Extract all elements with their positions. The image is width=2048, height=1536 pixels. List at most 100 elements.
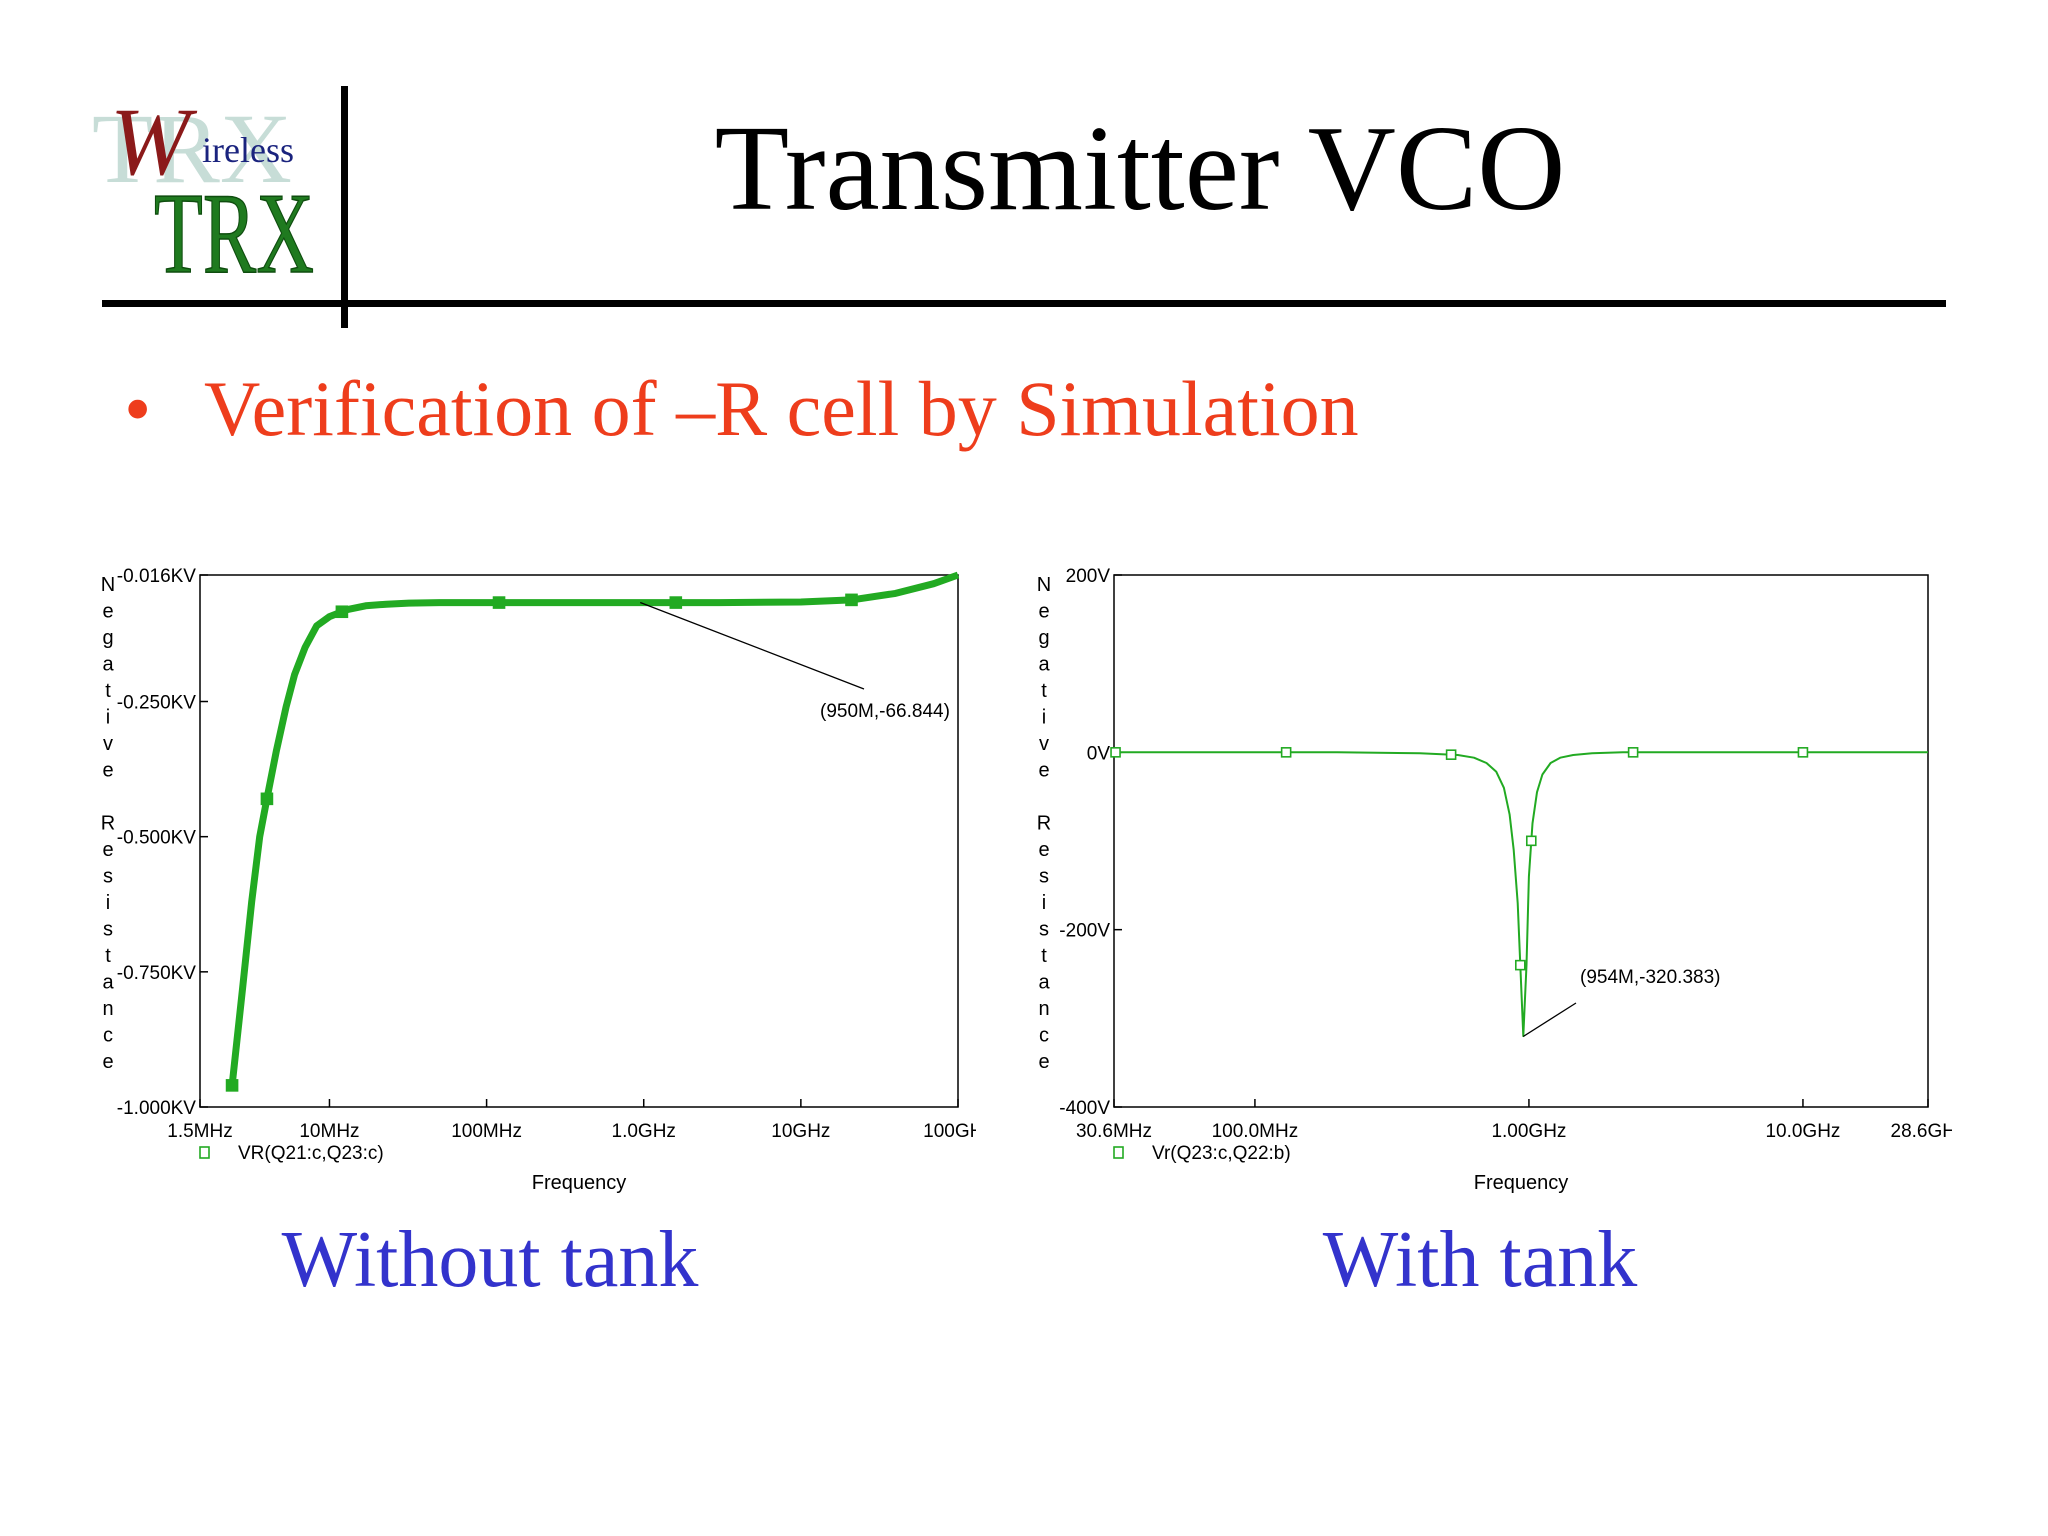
y-axis-label-letter: N [101,574,115,596]
annotation-leader [1522,1002,1577,1037]
data-marker [1514,959,1526,971]
y-axis-label-letter: i [106,892,110,914]
y-axis-label-letter: n [1038,998,1049,1020]
y-axis-label-letter: s [1039,919,1049,941]
logo-trx: TRX [154,170,314,282]
y-axis-label-letter: R [1037,813,1051,835]
y-axis-label-letter: e [1038,601,1049,623]
data-marker [845,593,858,607]
data-marker [260,792,274,806]
slide-title: Transmitter VCO [714,101,1566,236]
data-marker [669,596,683,609]
logo-word: ireless [202,130,294,170]
x-axis-label: Frequency [1474,1172,1569,1194]
annotation-leader [639,601,865,690]
plot-frame [199,574,959,1108]
y-axis-label-letter: a [1038,972,1050,994]
x-tick-label: 10GHz [771,1121,830,1142]
y-axis-label-letter: t [1041,945,1047,967]
y-tick-label: 0V [1087,743,1111,764]
data-marker [1445,749,1457,760]
legend-marker [1113,1146,1124,1159]
annotation-label: (954M,-320.383) [1580,967,1720,988]
y-axis-label-letter: i [1042,707,1046,729]
y-axis-label-letter: s [103,919,113,941]
y-axis-label-letter: n [102,998,113,1020]
y-axis-label-letter: t [105,680,111,702]
y-axis-label-letter: e [1038,1051,1049,1073]
x-tick-label: 10MHz [299,1121,359,1142]
data-marker [1525,835,1537,847]
wireless-trx-logo: TRX W ireless TRX [92,88,315,282]
annotation-label: (950M,-66.844) [820,701,950,722]
data-marker [1797,747,1809,758]
y-axis-label-letter: e [1038,839,1049,861]
x-tick-label: 100MHz [451,1121,522,1142]
y-axis-label-letter: N [1037,574,1051,596]
chart-with-tank-svg: 30.6MHz 100.0MHz 1.00GHz 10.0GHz 28.6GHz 200V… [1037,566,1966,1194]
y-tick-label: -0.750KV [117,963,197,984]
caption-without-tank: Without tank [281,1216,699,1304]
y-axis-label-letter: e [102,601,113,623]
data-marker [1110,747,1121,758]
y-tick-label: -200V [1059,921,1110,942]
y-axis-label-letter: a [102,972,114,994]
y-axis-label-letter: e [102,839,113,861]
y-axis-label-letter: e [102,1051,113,1073]
header-horizontal-rule [102,300,1946,307]
x-tick-label: 100.0MHz [1212,1121,1299,1142]
bullet-item: • Verification of –R cell by Simulation [124,370,1359,448]
series-line [228,571,960,1086]
y-tick-label: -0.250KV [117,693,197,714]
y-axis-label-letter: t [105,945,111,967]
x-tick-label: 10.0GHz [1765,1121,1840,1142]
chart-with-tank: 30.6MHz 100.0MHz 1.00GHz 10.0GHz 28.6GHz 200V… [1032,555,1966,1215]
x-tick-label: 1.5MHz [167,1121,232,1142]
logo-big-w: W [110,88,198,195]
series-line [1114,751,1928,1038]
x-tick-label: 28.6GHz [1891,1121,1952,1142]
data-marker [492,596,506,609]
bullet-dot: • [124,365,152,452]
y-axis-label-letter: g [102,627,113,649]
y-axis-label-letter: c [1039,1025,1049,1047]
y-axis-label-letter: v [103,733,113,755]
y-axis-label-letter: R [101,813,115,835]
data-marker [225,1079,239,1092]
plot-frame [1113,574,1929,1108]
legend-label: VR(Q21:c,Q23:c) [238,1143,384,1164]
data-marker [1280,747,1292,758]
data-marker [1627,747,1639,758]
y-axis-label-letter: a [1038,654,1050,676]
x-tick-label: 1.0GHz [612,1121,676,1142]
y-tick-label: -1.000KV [117,1098,197,1119]
y-axis-label-letter: s [1039,866,1049,888]
y-axis-label-letter: i [106,707,110,729]
chart-without-tank-svg: 1.5MHz 10MHz 100MHz 1.0GHz 10GHz 100GHz -0.016… [101,566,993,1194]
y-tick-label: 200V [1066,566,1111,587]
y-axis-label-letter: t [1041,680,1047,702]
y-axis-label-letter: e [1038,760,1049,782]
y-axis-label-letter: v [1039,733,1049,755]
y-axis-label-letter: c [103,1025,113,1047]
x-tick-label: 1.00GHz [1491,1121,1566,1142]
y-axis-label-letter: e [102,760,113,782]
y-tick-label: -0.016KV [117,566,197,587]
chart-without-tank: 1.5MHz 10MHz 100MHz 1.0GHz 10GHz 100GHz -0.016… [96,555,993,1215]
header-vertical-rule [341,86,348,328]
caption-with-tank: With tank [1322,1216,1638,1304]
x-tick-label: 30.6MHz [1076,1121,1152,1142]
x-tick-label: 100GHz [923,1121,976,1142]
data-marker [335,605,349,619]
logo-ghost-trx: TRX [92,93,292,204]
y-axis-label-letter: i [1042,892,1046,914]
legend-label: Vr(Q23:c,Q22:b) [1152,1143,1291,1164]
y-axis-label-letter: g [1038,627,1049,649]
y-axis-label-letter: a [102,654,114,676]
legend-marker [199,1146,210,1159]
y-tick-label: -400V [1059,1098,1110,1119]
bullet-text: Verification of –R cell by Simulation [204,365,1359,452]
x-axis-label: Frequency [532,1172,627,1194]
y-axis-label-letter: s [103,866,113,888]
y-tick-label: -0.500KV [117,828,197,849]
